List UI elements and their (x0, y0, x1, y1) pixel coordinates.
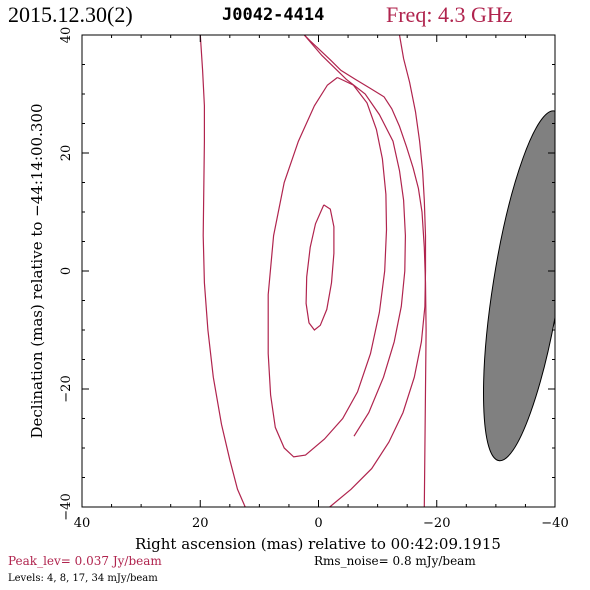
y-tick-label: −20 (59, 375, 74, 402)
contour-layer (199, 35, 427, 507)
peak-level: Peak_lev= 0.037 Jy/beam (8, 554, 162, 568)
plot-frame (81, 34, 556, 508)
rms-noise: Rms_noise= 0.8 mJy/beam (314, 554, 476, 568)
x-tick-label: −40 (541, 516, 568, 531)
x-tick-label: 0 (314, 516, 322, 531)
contour-34mjy-seg-0 (305, 204, 335, 331)
beam-ellipse (483, 110, 555, 462)
axis-ticks (81, 34, 556, 508)
beam-layer (483, 110, 555, 462)
x-tick-label: 40 (74, 516, 91, 531)
y-tick-label: 40 (59, 27, 74, 44)
x-tick-label: −20 (423, 516, 450, 531)
contour-17mjy-seg-0 (267, 76, 388, 458)
contour-4mjy-seg-2 (329, 35, 427, 507)
frequency-label: Freq: 4.3 GHz (386, 2, 513, 27)
contour-8mjy-seg-0 (303, 35, 407, 437)
axis-tick-labels: 40 20 0 −20 −40 −40 −20 0 20 40 (59, 27, 569, 531)
contour-4mjy-seg-0 (199, 35, 246, 507)
x-axis-label: Right ascension (mas) relative to 00:42:… (135, 535, 501, 553)
y-tick-label: 0 (59, 267, 74, 275)
observation-date: 2015.12.30(2) (8, 2, 133, 27)
contour-4mjy-seg-1 (303, 35, 427, 507)
source-name: J0042-4414 (222, 5, 325, 25)
x-tick-label: 20 (192, 516, 209, 531)
y-tick-label: 20 (59, 145, 74, 162)
y-tick-label: −40 (59, 493, 74, 520)
contour-levels: Levels: 4, 8, 17, 34 mJy/beam (8, 573, 158, 584)
y-axis-label: Declination (mas) relative to −44:14:00.… (28, 103, 46, 438)
